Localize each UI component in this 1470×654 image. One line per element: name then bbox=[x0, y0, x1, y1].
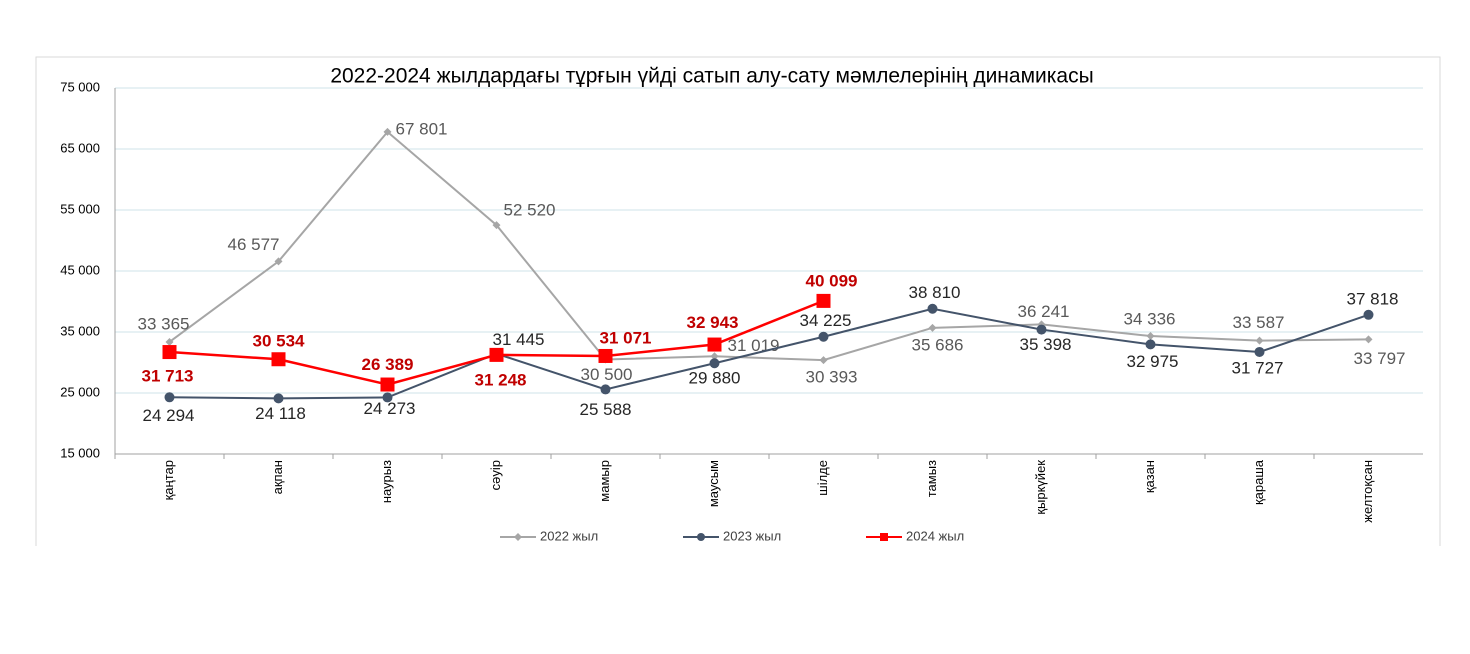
x-tick-label: тамыз bbox=[924, 460, 939, 497]
x-tick-label: қараша bbox=[1251, 459, 1266, 505]
point bbox=[274, 257, 283, 266]
data-label: 32 943 bbox=[687, 313, 739, 332]
x-tick-label: сәуір bbox=[488, 460, 503, 490]
point bbox=[273, 393, 284, 404]
point bbox=[165, 337, 174, 346]
point bbox=[1364, 335, 1373, 344]
y-tick-label: 55 000 bbox=[60, 201, 100, 216]
data-label: 31 071 bbox=[600, 328, 652, 347]
point bbox=[1036, 324, 1047, 335]
point bbox=[928, 323, 937, 332]
y-tick-label: 45 000 bbox=[60, 262, 100, 277]
data-label: 31 248 bbox=[475, 370, 527, 389]
legend-marker bbox=[880, 533, 888, 541]
point bbox=[1254, 346, 1265, 357]
y-tick-label: 35 000 bbox=[60, 323, 100, 338]
point bbox=[382, 392, 393, 403]
legend-label: 2024 жыл bbox=[906, 528, 964, 543]
data-label: 32 975 bbox=[1127, 352, 1179, 371]
data-label: 52 520 bbox=[504, 201, 556, 220]
legend-marker bbox=[514, 533, 522, 541]
data-label: 38 810 bbox=[909, 283, 961, 302]
y-tick-label: 15 000 bbox=[60, 445, 100, 460]
data-label: 34 225 bbox=[800, 311, 852, 330]
point bbox=[600, 384, 611, 395]
x-tick-label: маусым bbox=[706, 460, 721, 507]
data-label: 24 118 bbox=[255, 404, 306, 423]
data-label: 30 500 bbox=[581, 365, 633, 384]
point bbox=[709, 358, 720, 369]
data-label: 35 686 bbox=[912, 335, 964, 354]
point bbox=[927, 303, 938, 314]
data-label: 37 818 bbox=[1347, 289, 1399, 308]
point bbox=[162, 345, 177, 360]
chart-title: 2022-2024 жылдардағы тұрғын үйді сатып а… bbox=[330, 65, 1093, 88]
data-label: 29 880 bbox=[689, 369, 741, 388]
data-label: 31 019 bbox=[728, 336, 780, 355]
data-label: 67 801 bbox=[396, 119, 448, 138]
x-tick-label: қаңтар bbox=[161, 460, 176, 500]
point bbox=[819, 356, 828, 365]
data-label: 33 365 bbox=[138, 314, 190, 333]
point bbox=[383, 127, 392, 136]
data-label: 34 336 bbox=[1124, 310, 1176, 329]
point bbox=[1145, 339, 1156, 350]
data-label: 35 398 bbox=[1020, 335, 1072, 354]
x-tick-label: шілде bbox=[815, 460, 830, 496]
data-label: 33 587 bbox=[1233, 313, 1285, 332]
point bbox=[164, 392, 175, 403]
data-label: 24 294 bbox=[143, 406, 195, 425]
point bbox=[1146, 332, 1155, 341]
point bbox=[492, 221, 501, 230]
point bbox=[271, 352, 286, 367]
data-label: 36 241 bbox=[1018, 302, 1070, 321]
data-label: 31 445 bbox=[493, 330, 545, 349]
legend-label: 2023 жыл bbox=[723, 528, 781, 543]
chart-border bbox=[35, 56, 1441, 546]
data-label: 25 588 bbox=[580, 400, 632, 419]
series-line bbox=[169, 307, 1369, 400]
series-line bbox=[168, 130, 1369, 362]
x-tick-label: ақпан bbox=[270, 460, 285, 494]
point bbox=[707, 337, 722, 352]
data-label: 26 389 bbox=[362, 355, 414, 374]
x-tick-label: мамыр bbox=[597, 460, 612, 502]
data-label: 31 727 bbox=[1232, 358, 1284, 377]
point bbox=[816, 293, 831, 308]
point bbox=[1363, 309, 1374, 320]
data-label: 40 099 bbox=[806, 271, 858, 290]
point bbox=[380, 377, 395, 392]
data-label: 46 577 bbox=[228, 235, 280, 254]
data-label: 30 393 bbox=[806, 368, 858, 387]
legend-marker bbox=[697, 533, 705, 541]
data-label: 30 534 bbox=[253, 332, 306, 351]
y-tick-label: 75 000 bbox=[60, 79, 100, 94]
point bbox=[1255, 336, 1264, 345]
data-label: 33 797 bbox=[1354, 349, 1406, 368]
legend-label: 2022 жыл bbox=[540, 528, 598, 543]
x-tick-label: қазан bbox=[1142, 460, 1157, 493]
y-tick-label: 25 000 bbox=[60, 384, 100, 399]
point bbox=[818, 331, 829, 342]
x-tick-label: наурыз bbox=[379, 460, 394, 503]
data-label: 31 713 bbox=[142, 367, 194, 386]
data-label: 24 273 bbox=[364, 399, 416, 418]
point bbox=[489, 347, 504, 362]
y-tick-label: 65 000 bbox=[60, 140, 100, 155]
x-tick-label: желтоқсан bbox=[1360, 460, 1375, 523]
point bbox=[710, 352, 719, 361]
x-tick-label: қыркүйек bbox=[1033, 460, 1048, 515]
point bbox=[598, 348, 613, 363]
